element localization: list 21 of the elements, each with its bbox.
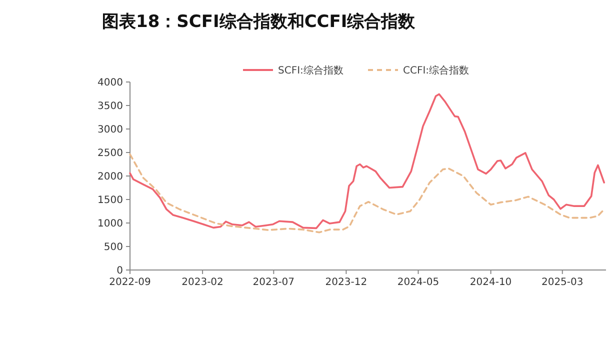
line-series [129, 93, 606, 230]
x-tick-label: 2024-05 [397, 277, 440, 288]
y-tick-label: 3000 [98, 124, 123, 136]
chart-title: 图表18：SCFI综合指数和CCFI综合指数 [102, 12, 416, 32]
y-tick-label: 2500 [98, 148, 123, 159]
y-tick-label: 1500 [98, 195, 123, 206]
legend-label: SCFI:综合指数 [278, 64, 344, 76]
line-series [129, 153, 606, 234]
y-tick-label: 1000 [98, 218, 123, 230]
x-tick-label: 2025-03 [541, 277, 584, 288]
x-tick-label: 2022-09 [109, 277, 151, 288]
x-tick-label: 2023-02 [182, 277, 224, 288]
y-tick-label: 500 [104, 242, 123, 253]
legend-label: CCFI:综合指数 [403, 64, 470, 76]
x-tick-label: 2023-07 [252, 277, 295, 288]
x-tick-label: 2024-10 [470, 277, 512, 288]
y-tick-label: 2000 [98, 172, 123, 182]
x-tick-label: 2023-12 [325, 277, 368, 288]
y-tick-label: 0 [116, 266, 123, 276]
y-tick-label: 4000 [98, 78, 123, 88]
y-tick-label: 3500 [98, 101, 123, 112]
